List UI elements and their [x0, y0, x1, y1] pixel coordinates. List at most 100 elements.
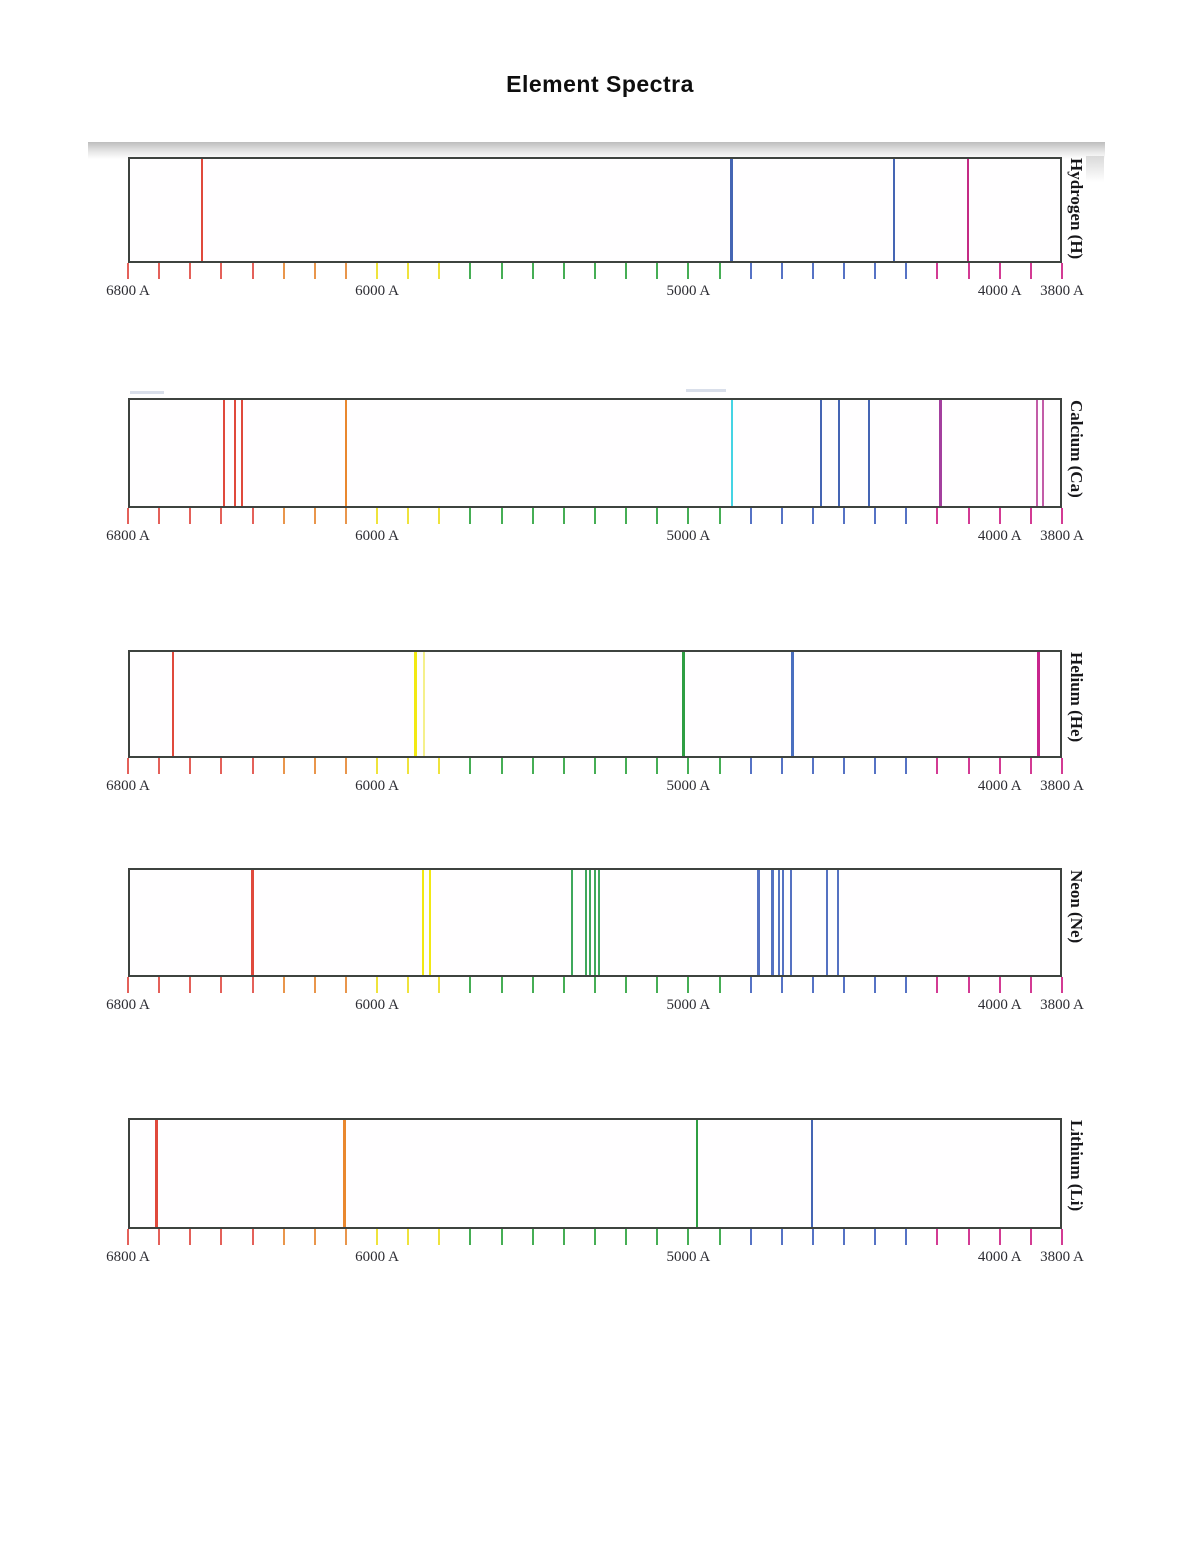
axis-tick-6600: [189, 263, 192, 279]
axis-tick-6200: [313, 1229, 316, 1245]
axis-tick-4700: [780, 508, 783, 524]
axis-tick-6600: [189, 1229, 192, 1245]
spectrum-box-lithium: [128, 1118, 1062, 1229]
axis-tick-4300: [905, 758, 908, 774]
axis-tick-5500: [531, 977, 534, 993]
axis-tick-6400: [251, 977, 254, 993]
axis-tick-6800: [127, 263, 129, 279]
axis-tick-5200: [625, 263, 628, 279]
axis-tick-3800: [1061, 508, 1063, 524]
axis-label-4000: 4000 A: [977, 1249, 1022, 1265]
spectral-line-ne-5288: [597, 870, 600, 975]
axis-tick-6700: [158, 1229, 161, 1245]
axis-tick-6300: [282, 758, 285, 774]
axis-tick-5900: [407, 1229, 410, 1245]
spectral-line-ca-4515: [838, 400, 841, 506]
spectral-line-ne-4775: [757, 870, 760, 975]
axis-tick-5500: [531, 263, 534, 279]
element-label-helium: Helium (He): [1067, 652, 1086, 743]
axis-tick-6500: [220, 1229, 223, 1245]
axis-tick-6400: [251, 758, 254, 774]
axis-tick-6400: [251, 508, 254, 524]
axis-tick-4400: [874, 1229, 877, 1245]
axis-tick-4300: [905, 1229, 908, 1245]
axis-label-6800: 6800 A: [106, 997, 150, 1013]
axis-label-3800: 3800 A: [1040, 528, 1084, 544]
axis-tick-6000: [376, 508, 379, 524]
spectral-line-ca-4190: [939, 400, 942, 506]
axis-tick-5100: [656, 977, 659, 993]
axis-tick-4700: [780, 263, 783, 279]
spectral-line-ne-4520: [836, 870, 839, 975]
axis-tick-4800: [749, 508, 752, 524]
axis-tick-4400: [874, 758, 877, 774]
axis-tick-3900: [1029, 758, 1032, 774]
axis-tick-6800: [127, 508, 129, 524]
axis-tick-6200: [313, 758, 316, 774]
axis-label-6800: 6800 A: [106, 283, 150, 299]
axis-tick-5000: [687, 758, 690, 774]
axis-tick-5600: [500, 508, 503, 524]
scan-smudge: [1086, 156, 1104, 182]
axis-tick-4700: [780, 758, 783, 774]
axis-tick-4900: [718, 1229, 721, 1245]
axis-tick-5000: [687, 263, 690, 279]
scan-shadow-band: [88, 142, 1105, 159]
axis-tick-5700: [469, 263, 472, 279]
axis-label-6000: 6000 A: [355, 283, 399, 299]
axis-tick-4200: [936, 758, 939, 774]
axis-tick-4900: [718, 508, 721, 524]
axis-label-4000: 4000 A: [977, 528, 1022, 544]
axis-tick-6500: [220, 977, 223, 993]
spectral-line-ne-5315: [589, 870, 592, 975]
axis-tick-5800: [438, 508, 441, 524]
spectral-line-ca-3860: [1042, 400, 1045, 506]
axis-label-6000: 6000 A: [355, 1249, 399, 1265]
axis-tick-5600: [500, 758, 503, 774]
axis-tick-4100: [967, 508, 970, 524]
axis-tick-5700: [469, 977, 472, 993]
axis-tick-6100: [344, 1229, 347, 1245]
axis-label-4000: 4000 A: [977, 283, 1022, 299]
axis-tick-4700: [780, 1229, 783, 1245]
axis-tick-5000: [687, 977, 690, 993]
axis-tick-5400: [562, 508, 565, 524]
axis-tick-6300: [282, 977, 285, 993]
spectral-line-ca-6100: [344, 400, 348, 506]
axis-tick-4800: [749, 977, 752, 993]
axis-tick-5800: [438, 758, 441, 774]
axis-tick-4400: [874, 977, 877, 993]
axis-tick-4900: [718, 263, 721, 279]
axis-tick-6400: [251, 263, 254, 279]
scan-artifact: [130, 391, 164, 394]
spectral-line-h-6563: [200, 159, 204, 261]
spectral-line-ne-5330: [584, 870, 587, 975]
wavelength-axis-calcium: 6800 A 6000 A 5000 A 4000 A 3800 A: [106, 508, 1084, 552]
axis-tick-6300: [282, 508, 285, 524]
axis-tick-4500: [843, 508, 846, 524]
axis-tick-4900: [718, 758, 721, 774]
axis-tick-5600: [500, 263, 503, 279]
axis-tick-6200: [313, 263, 316, 279]
axis-tick-3800: [1061, 263, 1063, 279]
axis-label-6000: 6000 A: [355, 778, 399, 794]
spectral-line-ca-6435: [240, 400, 243, 506]
axis-tick-6300: [282, 263, 285, 279]
axis-tick-5200: [625, 758, 628, 774]
axis-label-5000: 5000 A: [666, 997, 711, 1013]
element-label-neon: Neon (Ne): [1067, 870, 1086, 944]
axis-tick-6000: [376, 977, 379, 993]
axis-label-5000: 5000 A: [666, 528, 711, 544]
axis-tick-5600: [500, 1229, 503, 1245]
page-title: Element Spectra: [506, 71, 694, 97]
axis-tick-4600: [811, 758, 814, 774]
spectral-line-ca-4860: [730, 400, 734, 506]
axis-tick-4300: [905, 977, 908, 993]
axis-label-6000: 6000 A: [355, 997, 399, 1013]
spectral-line-li-6708: [155, 1120, 158, 1227]
axis-label-5000: 5000 A: [666, 283, 711, 299]
axis-tick-4000: [998, 758, 1001, 774]
spectral-line-ne-4730: [771, 870, 774, 975]
axis-tick-6000: [376, 1229, 379, 1245]
axis-label-3800: 3800 A: [1040, 997, 1084, 1013]
